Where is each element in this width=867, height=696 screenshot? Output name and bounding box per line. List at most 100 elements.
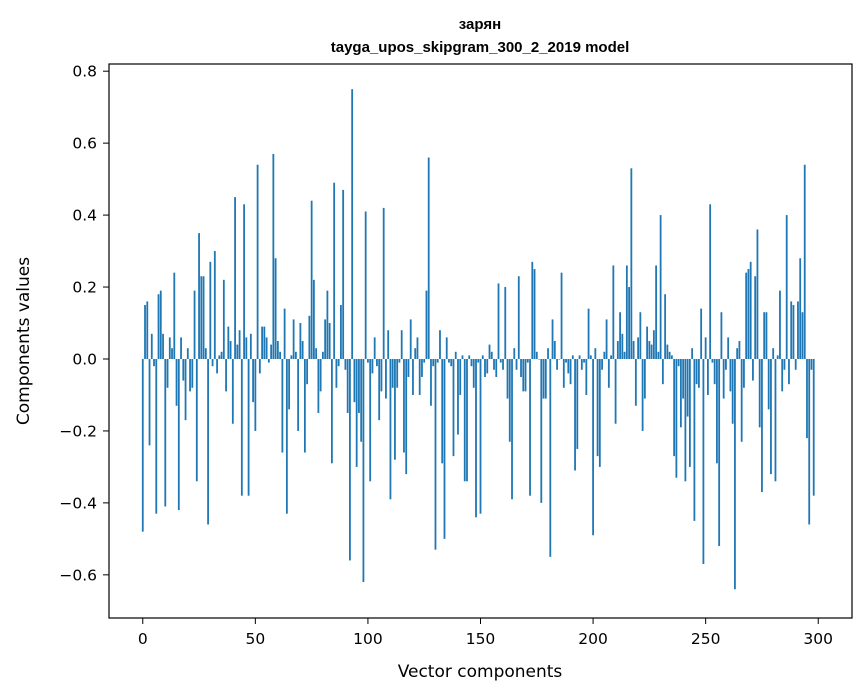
bar-component-212	[619, 312, 621, 359]
bar-component-79	[319, 358, 322, 392]
bar-component-36	[222, 279, 225, 359]
bar-component-2	[146, 301, 149, 359]
bar-component-21	[189, 358, 191, 392]
x-axis: 0 50 100 150 200 250 300	[138, 618, 833, 648]
bar-component-282	[776, 355, 779, 359]
bar-component-82	[326, 290, 329, 359]
bar-component-49	[252, 358, 254, 403]
bar-component-215	[625, 265, 628, 359]
y-tick-label: 0.6	[72, 135, 97, 153]
bar-component-3	[148, 358, 151, 446]
bar-component-250	[704, 337, 707, 359]
bar-component-70	[299, 323, 302, 359]
bar-component-9	[162, 333, 164, 359]
x-axis-label: Vector components	[398, 662, 563, 682]
bar-component-242	[686, 358, 689, 417]
bar-component-279	[770, 358, 772, 475]
bar-component-150	[479, 358, 482, 514]
bar-component-63	[283, 308, 286, 359]
bar-component-260	[727, 337, 730, 359]
bar-component-225	[648, 341, 651, 359]
bar-component-112	[394, 358, 396, 460]
bar-component-100	[367, 358, 369, 363]
bar-component-257	[720, 312, 723, 359]
y-tick-label: 0.0	[72, 350, 97, 368]
bar-component-233	[666, 344, 669, 359]
bar-component-45	[243, 204, 245, 359]
bar-component-87	[337, 358, 340, 367]
bar-component-221	[639, 312, 642, 359]
bar-component-143	[463, 358, 466, 482]
bar-component-59	[274, 258, 277, 359]
bar-component-190	[569, 358, 572, 385]
bar-component-169	[522, 358, 525, 392]
bar-component-145	[468, 355, 471, 359]
bar-component-120	[412, 358, 414, 395]
bar-component-210	[614, 358, 617, 424]
bar-component-160	[502, 358, 504, 370]
bar-component-239	[679, 358, 682, 428]
bar-component-204	[601, 358, 603, 370]
bar-component-231	[661, 358, 664, 385]
bar-component-164	[511, 358, 513, 500]
chart-title-line2: tayga_upos_skipgram_300_2_2019 model	[331, 39, 630, 56]
bar-component-28	[204, 348, 207, 359]
bar-component-10	[164, 358, 167, 507]
bar-component-268	[745, 272, 748, 359]
bar-component-234	[668, 351, 671, 359]
bar-component-185	[558, 358, 561, 360]
bar-component-11	[166, 358, 169, 388]
bar-component-246	[695, 358, 698, 385]
bar-component-262	[731, 358, 734, 424]
bar-component-203	[598, 358, 601, 467]
bar-component-22	[191, 358, 194, 388]
bar-component-102	[371, 358, 374, 374]
bar-component-108	[385, 358, 387, 399]
bar-component-66	[290, 355, 293, 359]
bar-component-177	[540, 358, 543, 503]
bar-component-67	[292, 319, 295, 359]
bar-component-58	[272, 153, 275, 359]
bar-component-243	[688, 358, 691, 467]
bar-component-101	[369, 358, 372, 482]
bar-component-186	[560, 272, 563, 359]
bar-component-232	[664, 294, 667, 359]
y-axis-label: Components values	[14, 257, 34, 425]
bar-component-270	[749, 261, 752, 359]
bar-component-34	[218, 355, 221, 359]
bar-component-117	[405, 358, 408, 475]
bar-component-254	[713, 358, 716, 385]
bar-component-13	[171, 348, 173, 359]
bar-component-74	[308, 315, 311, 359]
bar-component-17	[180, 337, 182, 359]
bar-component-182	[551, 319, 554, 359]
bar-component-91	[346, 358, 349, 413]
bar-component-166	[515, 358, 518, 370]
bar-component-20	[186, 348, 189, 359]
bar-component-211	[616, 341, 619, 359]
bar-component-167	[517, 276, 520, 359]
bar-component-255	[716, 358, 718, 464]
bar-component-64	[285, 358, 288, 514]
bar-component-96	[358, 358, 360, 413]
bar-component-252	[709, 204, 712, 359]
bar-component-35	[220, 351, 223, 359]
bar-component-276	[763, 312, 766, 359]
bar-component-115	[400, 330, 403, 359]
bar-component-125	[423, 358, 426, 363]
bar-component-152	[484, 358, 486, 377]
bar-component-236	[673, 358, 676, 457]
bar-component-4	[150, 333, 153, 359]
y-tick-label: 0.2	[72, 279, 97, 297]
bar-component-146	[470, 358, 473, 367]
bar-component-162	[506, 358, 509, 399]
bar-component-165	[513, 348, 516, 359]
bar-component-261	[729, 358, 732, 392]
bar-component-8	[159, 290, 162, 359]
bar-component-271	[752, 358, 754, 381]
bar-component-123	[418, 358, 421, 395]
bar-component-32	[213, 251, 216, 359]
bar-component-37	[225, 358, 227, 392]
bar-component-206	[605, 319, 608, 359]
bar-component-253	[711, 358, 714, 363]
